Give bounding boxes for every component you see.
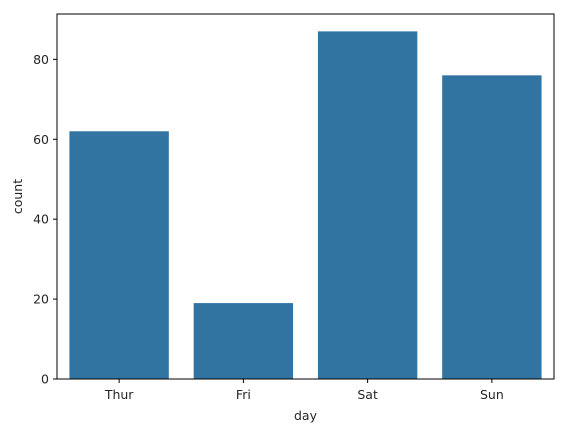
- x-tick-label: Sun: [480, 387, 504, 402]
- x-tick-label: Thur: [104, 387, 134, 402]
- bar-sun: [442, 75, 542, 379]
- x-axis-ticks: Thur Fri Sat Sun: [104, 379, 504, 402]
- x-tick-label: Sat: [357, 387, 378, 402]
- bar-thur: [69, 131, 169, 379]
- bars-group: [69, 31, 542, 380]
- y-tick-label: 20: [33, 292, 49, 307]
- bar-sat: [317, 31, 418, 380]
- y-tick-label: 40: [33, 212, 49, 227]
- x-axis-label: day: [294, 408, 318, 423]
- x-tick-label: Fri: [236, 387, 251, 402]
- y-axis-ticks: 0 20 40 60 80: [33, 52, 57, 387]
- plot-frame: [56, 13, 555, 380]
- y-tick-label: 60: [33, 132, 49, 147]
- y-axis-label: count: [10, 179, 25, 214]
- bar-fri: [193, 303, 294, 379]
- y-tick-label: 80: [33, 52, 49, 67]
- y-tick-label: 0: [41, 372, 49, 387]
